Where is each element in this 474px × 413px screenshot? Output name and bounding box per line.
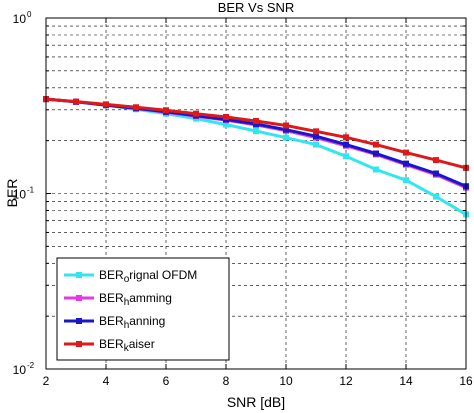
series-marker [433,170,439,177]
legend-marker [76,295,82,301]
legend-label: BERorignal OFDM [99,268,197,285]
series-marker [373,141,379,148]
x-tick-label: 10 [279,374,293,388]
x-tick-label: 8 [223,374,230,388]
legend-marker [76,272,82,278]
x-tick-label: 2 [43,374,50,388]
legend: BERorignal OFDM BERhamming BERhanning BERka… [56,257,230,361]
series-marker [253,117,259,124]
x-axis-label: SNR [dB] [227,394,285,410]
series-marker [313,133,319,140]
grid-lines [46,18,466,369]
legend-marker [76,341,82,347]
series-marker [223,121,229,128]
series-marker [403,177,409,184]
series-marker [343,153,349,160]
legend-label: BERkaiser [99,337,155,354]
series-marker [433,193,439,200]
x-tick-label: 16 [459,374,473,388]
series-marker [313,141,319,148]
legend-label: BERhanning [99,314,165,331]
series-marker [283,134,289,141]
chart-title: BER Vs SNR [218,0,295,15]
y-tick-exponent: -2 [27,361,35,370]
series-marker [73,98,79,105]
x-tick-label: 14 [399,374,413,388]
series-marker [133,104,139,111]
series-3 [43,96,469,171]
series-marker [313,128,319,135]
series-marker [343,134,349,141]
series-marker [283,122,289,129]
y-tick-exponent: 0 [27,10,32,19]
y-tick-label: 10 [13,188,27,202]
series-marker [283,126,289,133]
series-marker [373,150,379,157]
series-marker [433,157,439,164]
series-marker [253,120,259,127]
y-tick-label: 10 [13,363,27,377]
series-layer [43,96,469,218]
y-tick-label: 10 [13,12,27,26]
y-tick-exponent: -1 [27,186,35,195]
series-marker [403,149,409,156]
legend-marker [76,318,82,324]
y-axis-label: BER [4,179,20,208]
legend-label: BERhamming [99,291,172,308]
series-marker [223,113,229,120]
series-marker [373,166,379,173]
x-tick-label: 12 [339,374,353,388]
x-tick-label: 4 [103,374,110,388]
series-marker [103,101,109,108]
series-marker [253,128,259,135]
series-marker [343,141,349,148]
series-marker [403,160,409,167]
series-marker [163,107,169,114]
x-tick-label: 6 [163,374,170,388]
series-marker [193,110,199,117]
